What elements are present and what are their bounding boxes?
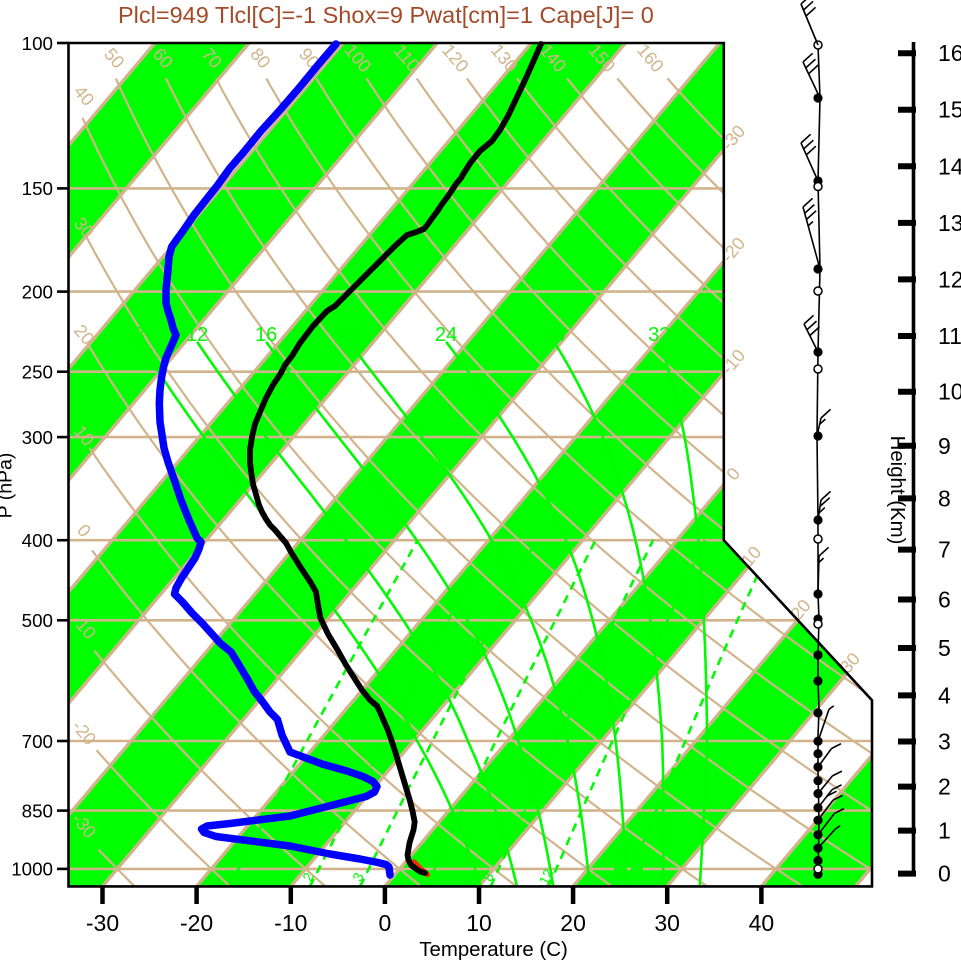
svg-text:Height (Km): Height (Km) <box>886 436 908 545</box>
svg-text:1000: 1000 <box>11 859 53 880</box>
svg-text:7: 7 <box>938 537 951 563</box>
svg-text:700: 700 <box>22 731 53 752</box>
svg-text:200: 200 <box>22 281 53 302</box>
svg-text:5: 5 <box>938 635 951 661</box>
svg-text:20: 20 <box>560 910 586 936</box>
svg-text:4: 4 <box>938 682 951 708</box>
svg-text:100: 100 <box>22 33 53 54</box>
svg-text:Temperature (C): Temperature (C) <box>419 939 567 961</box>
svg-text:P (hPa): P (hPa) <box>0 453 17 519</box>
svg-text:10: 10 <box>938 379 961 405</box>
svg-text:15: 15 <box>938 97 961 123</box>
svg-text:8: 8 <box>938 485 951 511</box>
svg-text:40: 40 <box>749 910 775 936</box>
svg-text:9: 9 <box>938 433 951 459</box>
svg-text:10: 10 <box>466 910 492 936</box>
svg-text:Plcl=949 Tlcl[C]=-1 Shox=9 Pwa: Plcl=949 Tlcl[C]=-1 Shox=9 Pwat[cm]=1 Ca… <box>118 2 654 28</box>
svg-text:-30: -30 <box>86 910 119 936</box>
svg-text:11: 11 <box>938 323 961 349</box>
svg-text:8: 8 <box>134 324 145 346</box>
svg-text:0: 0 <box>379 910 392 936</box>
svg-text:16: 16 <box>938 40 961 66</box>
svg-text:300: 300 <box>22 427 53 448</box>
svg-text:16: 16 <box>255 324 277 346</box>
svg-text:12: 12 <box>186 324 208 346</box>
svg-text:24: 24 <box>435 324 457 346</box>
svg-text:20: 20 <box>338 324 360 346</box>
svg-text:0: 0 <box>938 861 951 887</box>
svg-text:-10: -10 <box>274 910 307 936</box>
svg-text:250: 250 <box>22 362 53 383</box>
svg-text:13: 13 <box>938 210 961 236</box>
svg-text:32: 32 <box>648 324 670 346</box>
svg-text:400: 400 <box>22 530 53 551</box>
svg-text:1: 1 <box>938 818 951 844</box>
svg-text:2: 2 <box>938 774 951 800</box>
svg-text:500: 500 <box>22 610 53 631</box>
svg-text:850: 850 <box>22 800 53 821</box>
svg-text:12: 12 <box>938 266 961 292</box>
svg-text:6: 6 <box>938 587 951 613</box>
svg-text:14: 14 <box>938 153 961 179</box>
svg-text:150: 150 <box>22 178 53 199</box>
svg-text:28: 28 <box>543 324 565 346</box>
svg-text:30: 30 <box>654 910 680 936</box>
svg-text:3: 3 <box>938 729 951 755</box>
svg-text:-20: -20 <box>180 910 213 936</box>
